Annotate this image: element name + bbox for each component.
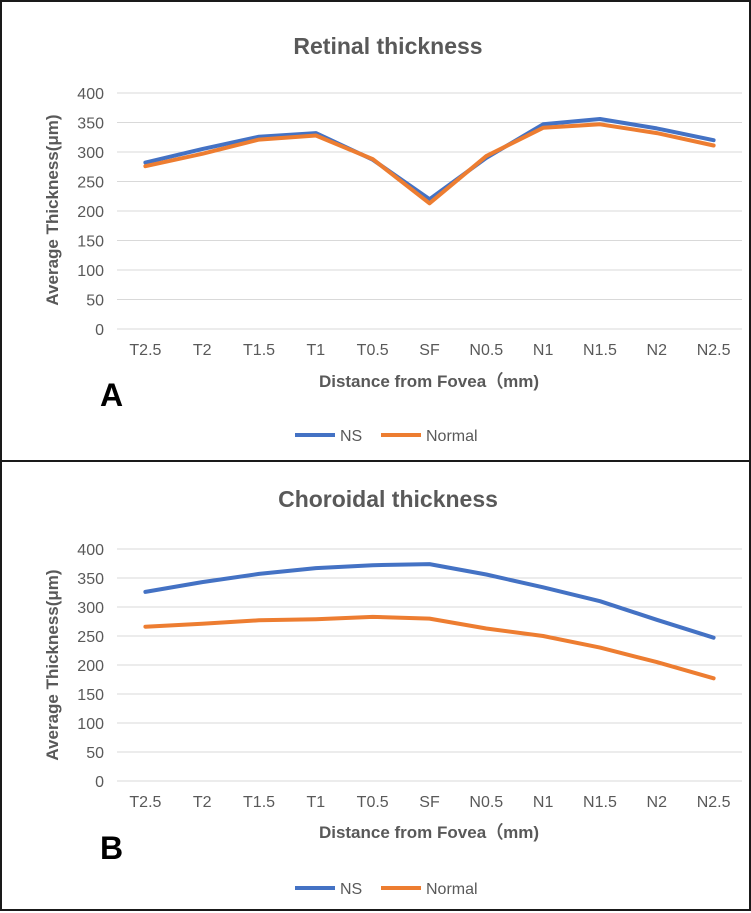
gridlines [117, 92, 742, 330]
y-tick-label: 50 [86, 745, 104, 762]
y-axis-title: Average Thickness(μm) [43, 114, 62, 305]
x-tick-label: T0.5 [357, 342, 389, 359]
y-tick-label: 400 [77, 86, 104, 103]
legend-label-ns: NS [340, 428, 362, 445]
x-axis-title: Distance from Fovea（mm) [319, 822, 539, 842]
chart-title: Retinal thickness [293, 33, 482, 59]
x-tick-label: T1 [307, 794, 326, 811]
panel-label: B [100, 830, 123, 866]
x-tick-label: SF [419, 342, 440, 359]
series-line-ns [143, 562, 716, 640]
legend-label-normal: Normal [426, 881, 478, 898]
x-tick-labels: T2.5 T2 T1.5 T1 T0.5 SF N0.5 N1 N1.5 N2 N2.5 [129, 342, 730, 359]
y-tick-label: 0 [95, 774, 104, 791]
y-tick-label: 300 [77, 145, 104, 162]
x-axis-title: Distance from Fovea（mm) [319, 371, 539, 391]
gridlines [117, 548, 742, 782]
series-line-normal [143, 122, 716, 206]
y-tick-label: 200 [77, 204, 104, 221]
x-tick-label: N1 [533, 342, 554, 359]
panel-label: A [100, 377, 123, 413]
y-tick-label: 150 [77, 687, 104, 704]
y-tick-label: 400 [77, 542, 104, 559]
legend-label-ns: NS [340, 881, 362, 898]
x-tick-label: N0.5 [469, 342, 503, 359]
y-tick-label: 250 [77, 629, 104, 646]
legend-label-normal: Normal [426, 428, 478, 445]
y-tick-label: 50 [86, 293, 104, 310]
y-axis-title: Average Thickness(μm) [43, 569, 62, 760]
x-tick-labels: T2.5 T2 T1.5 T1 T0.5 SF N0.5 N1 N1.5 N2 N2.5 [129, 794, 730, 811]
x-tick-label: T2 [193, 342, 212, 359]
x-tick-label: T0.5 [357, 794, 389, 811]
x-tick-label: N1.5 [583, 794, 617, 811]
x-tick-label: N1.5 [583, 342, 617, 359]
y-tick-label: 100 [77, 263, 104, 280]
choroidal-thickness-panel: Choroidal thickness 0 50 100 150 200 250 300 35… [0, 460, 751, 911]
x-tick-label: T2 [193, 794, 212, 811]
chart-title: Choroidal thickness [278, 486, 498, 512]
legend: NS Normal [295, 428, 478, 445]
x-tick-label: T2.5 [129, 342, 161, 359]
series-line-ns [143, 117, 716, 202]
x-tick-label: T1.5 [243, 342, 275, 359]
choroidal-thickness-chart: Choroidal thickness 0 50 100 150 200 250 300 35… [43, 486, 742, 898]
y-tick-label: 200 [77, 658, 104, 675]
y-tick-label: 350 [77, 116, 104, 133]
x-tick-label: SF [419, 794, 440, 811]
x-tick-label: N2.5 [697, 794, 731, 811]
x-tick-label: N2.5 [697, 342, 731, 359]
x-tick-label: N2 [647, 342, 668, 359]
legend: NS Normal [295, 881, 478, 898]
x-tick-label: T1 [307, 342, 326, 359]
y-tick-label: 150 [77, 234, 104, 251]
series-lines [143, 562, 716, 681]
retinal-thickness-panel: Retinal thickness 0 50 100 150 200 250 300 350 4… [0, 0, 751, 462]
y-tick-label: 100 [77, 716, 104, 733]
x-tick-label: N1 [533, 794, 554, 811]
y-tick-label: 250 [77, 175, 104, 192]
y-tick-label: 0 [95, 322, 104, 339]
y-tick-labels: 0 50 100 150 200 250 300 350 400 [77, 86, 104, 339]
x-tick-label: T2.5 [129, 794, 161, 811]
x-tick-label: N2 [647, 794, 668, 811]
x-tick-label: N0.5 [469, 794, 503, 811]
retinal-thickness-chart: Retinal thickness 0 50 100 150 200 250 300 350 4… [43, 33, 742, 445]
series-line-normal [143, 614, 716, 681]
series-lines [143, 117, 716, 206]
x-tick-label: T1.5 [243, 794, 275, 811]
y-tick-label: 300 [77, 600, 104, 617]
y-tick-labels: 0 50 100 150 200 250 300 350 400 [77, 542, 104, 791]
y-tick-label: 350 [77, 571, 104, 588]
